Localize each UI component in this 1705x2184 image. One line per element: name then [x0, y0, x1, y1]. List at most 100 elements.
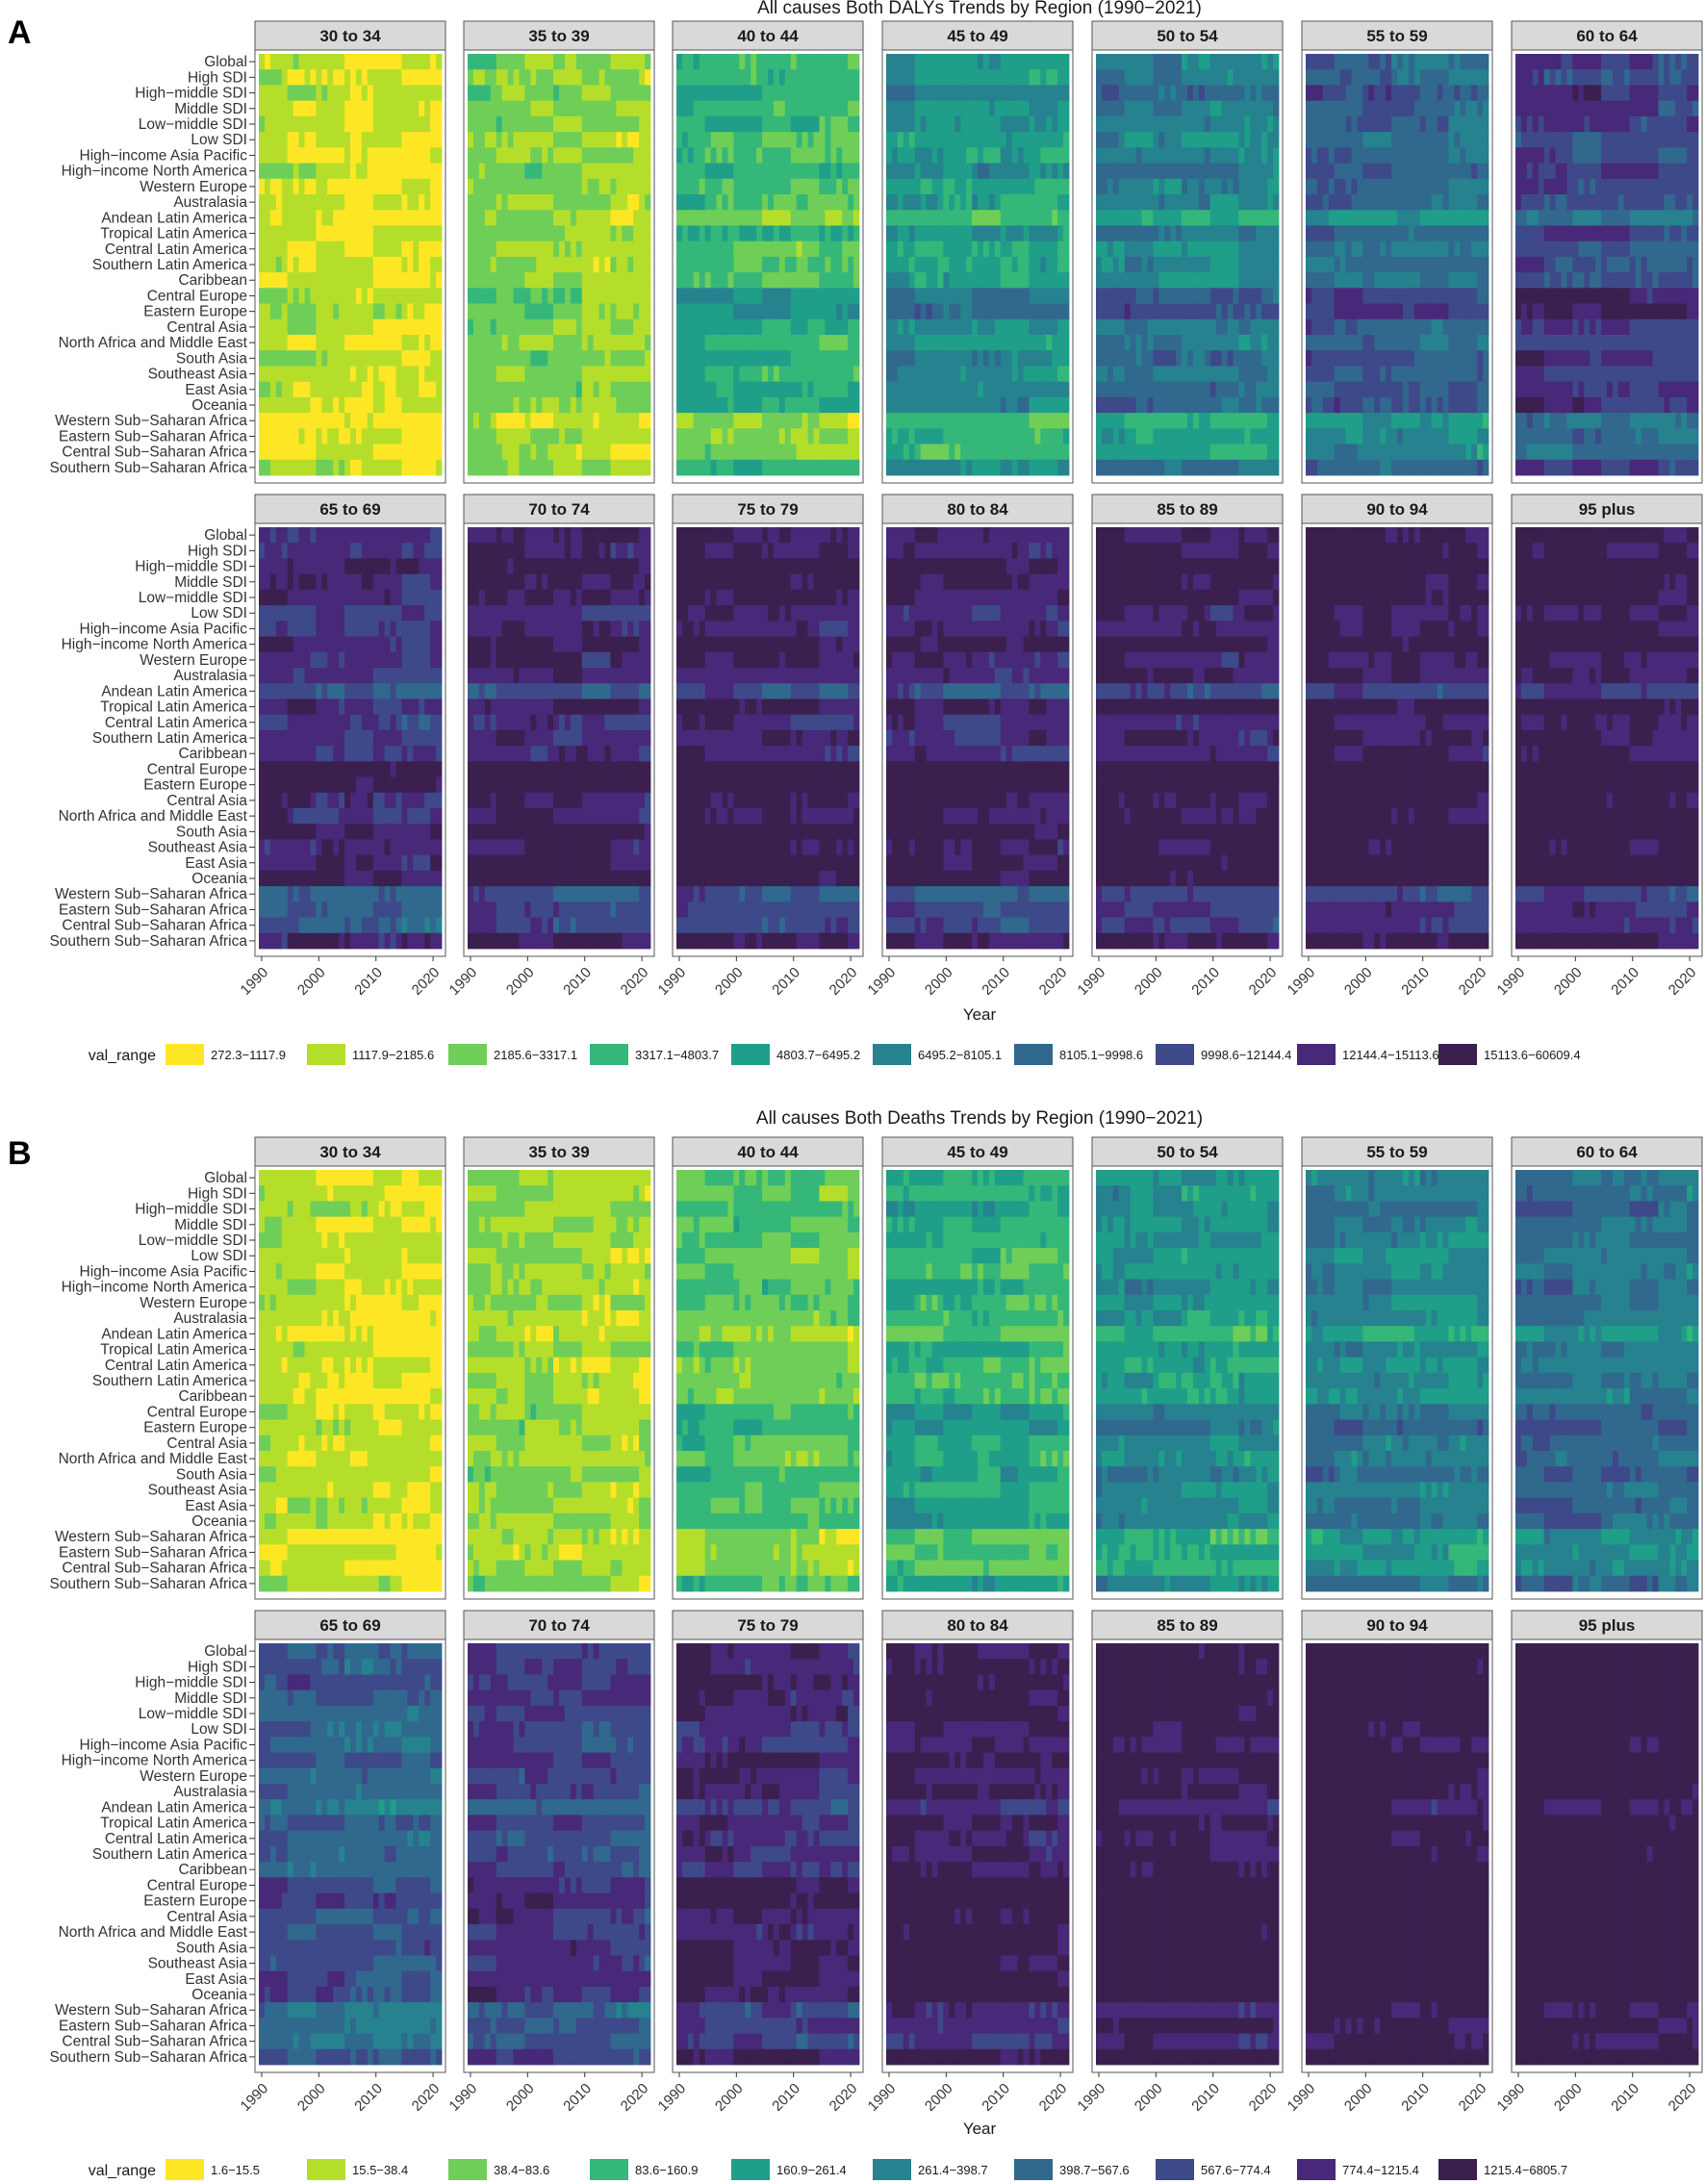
heatmap-cell	[424, 164, 430, 180]
heatmap-cell	[599, 319, 605, 336]
heatmap-cell	[779, 116, 785, 133]
heatmap-cell	[508, 210, 514, 226]
heatmap-cell	[547, 350, 553, 367]
heatmap-cell	[379, 397, 385, 414]
heatmap-cell	[491, 241, 496, 258]
heatmap-cell	[350, 85, 356, 101]
heatmap-cell	[508, 101, 514, 117]
heatmap-cell	[842, 241, 848, 258]
heatmap-cell	[305, 225, 311, 241]
heatmap-cell	[565, 85, 571, 101]
heatmap-cell	[705, 147, 711, 164]
heatmap-cell	[379, 179, 385, 195]
heatmap-cell	[711, 132, 717, 148]
heatmap-cell	[547, 366, 553, 382]
heatmap-cell	[588, 147, 594, 164]
heatmap-cell	[413, 194, 419, 211]
heatmap-cell	[802, 69, 808, 86]
heatmap-cell	[368, 428, 373, 444]
heatmap-cell	[524, 413, 530, 429]
heatmap-cell	[373, 428, 379, 444]
heatmap-cell	[830, 210, 836, 226]
heatmap-cell	[610, 366, 616, 382]
heatmap-cell	[344, 288, 350, 304]
heatmap-cell	[396, 413, 402, 429]
heatmap-cell	[571, 225, 576, 241]
heatmap-cell	[768, 54, 774, 70]
heatmap-cell	[385, 101, 391, 117]
heatmap-cell	[373, 257, 379, 273]
heatmap-cell	[547, 382, 553, 398]
heatmap-cell	[424, 413, 430, 429]
heatmap-cell	[785, 132, 791, 148]
heatmap-cell	[391, 257, 396, 273]
heatmap-cell	[791, 101, 797, 117]
heatmap-cell	[259, 257, 265, 273]
heatmap-cell	[622, 194, 627, 211]
heatmap-cell	[259, 350, 265, 367]
heatmap-cell	[774, 101, 779, 117]
heatmap-cell	[791, 147, 797, 164]
heatmap-cell	[282, 382, 288, 398]
heatmap-cell	[594, 444, 599, 461]
heatmap-cell	[633, 132, 639, 148]
heatmap-cell	[694, 241, 700, 258]
heatmap-cell	[333, 164, 339, 180]
heatmap-cell	[479, 304, 485, 320]
heatmap-cell	[430, 366, 436, 382]
heatmap-cell	[733, 257, 739, 273]
heatmap-cell	[588, 164, 594, 180]
heatmap-cell	[305, 335, 311, 351]
heatmap-cell	[576, 366, 582, 382]
heatmap-cell	[288, 69, 293, 86]
heatmap-cell	[419, 444, 424, 461]
heatmap-cell	[519, 428, 524, 444]
heatmap-cell	[694, 147, 700, 164]
heatmap-cell	[436, 69, 442, 86]
heatmap-cell	[485, 179, 491, 195]
heatmap-cell	[479, 288, 485, 304]
heatmap-cell	[576, 335, 582, 351]
heatmap-cell	[571, 272, 576, 289]
heatmap-cell	[401, 54, 407, 70]
heatmap-cell	[288, 304, 293, 320]
heatmap-cell	[327, 210, 333, 226]
heatmap-cell	[830, 147, 836, 164]
heatmap-cell	[316, 350, 321, 367]
heatmap-cell	[270, 241, 276, 258]
heatmap-cell	[588, 460, 594, 476]
heatmap-cell	[559, 116, 565, 133]
heatmap-cell	[676, 147, 682, 164]
heatmap-cell	[424, 288, 430, 304]
heatmap-cell	[688, 147, 694, 164]
heatmap-cell	[368, 272, 373, 289]
heatmap-cell	[270, 225, 276, 241]
heatmap-cell	[282, 460, 288, 476]
heatmap-cell	[356, 382, 362, 398]
heatmap-cell	[814, 210, 820, 226]
heatmap-cell	[536, 382, 542, 398]
heatmap-cell	[468, 194, 473, 211]
heatmap-cell	[373, 69, 379, 86]
heatmap-cell	[808, 225, 814, 241]
heatmap-cell	[711, 210, 717, 226]
region-label: Eastern Europe	[143, 304, 247, 320]
heatmap-cell	[265, 335, 270, 351]
heatmap-cell	[293, 382, 299, 398]
heatmap-cell	[310, 225, 316, 241]
heatmap-cell	[751, 147, 756, 164]
heatmap-cell	[605, 382, 611, 398]
heatmap-cell	[385, 288, 391, 304]
heatmap-cell	[547, 179, 553, 195]
heatmap-cell	[547, 241, 553, 258]
heatmap-cell	[565, 460, 571, 476]
region-label: North Africa and Middle East	[59, 335, 248, 351]
heatmap-cell	[339, 397, 344, 414]
heatmap-cell	[594, 179, 599, 195]
heatmap-cell	[576, 132, 582, 148]
heatmap-cell	[576, 194, 582, 211]
heatmap-cell	[424, 179, 430, 195]
heatmap-cell	[610, 397, 616, 414]
heatmap-cell	[344, 319, 350, 336]
heatmap-cell	[339, 241, 344, 258]
